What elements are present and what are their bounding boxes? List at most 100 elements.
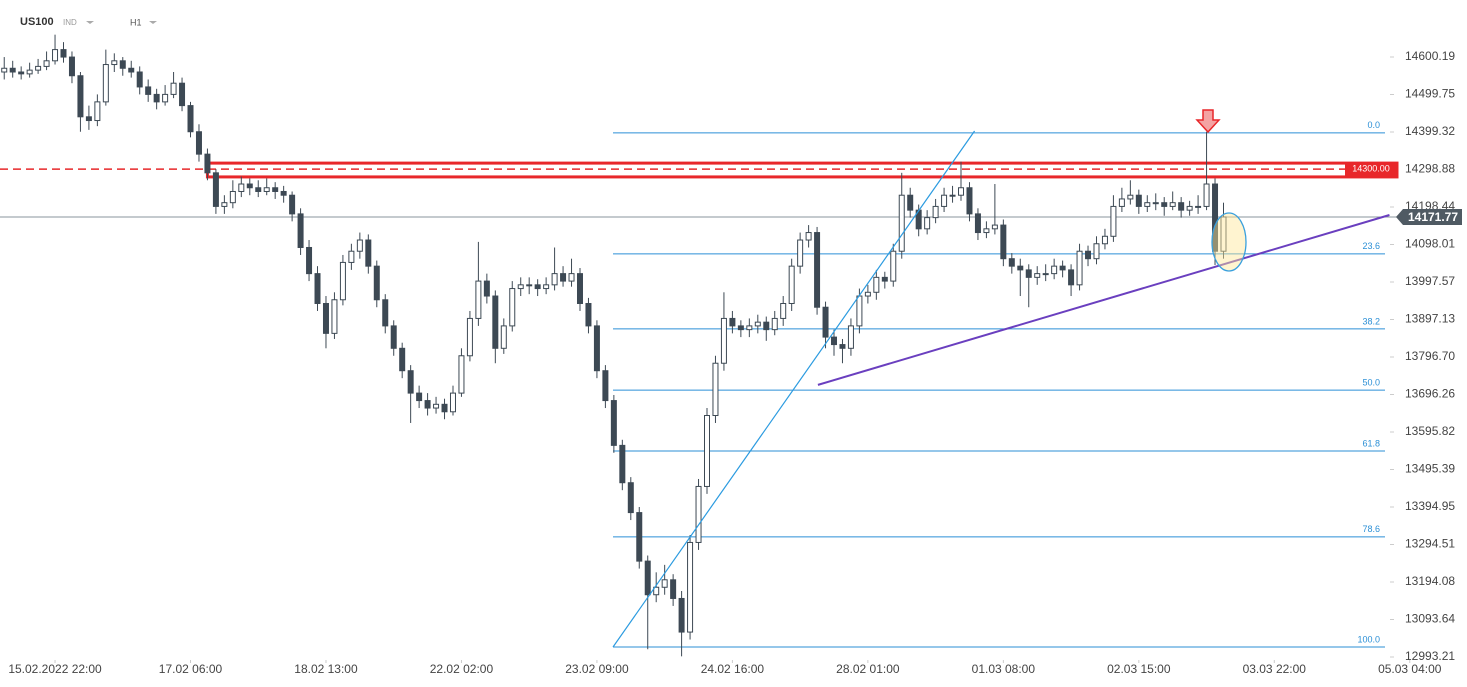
y-tick-label: 13696.26	[1405, 387, 1455, 401]
candle-body	[831, 336, 838, 346]
candle-body	[864, 291, 871, 297]
resistance-zone	[205, 161, 1399, 179]
candle-body	[737, 325, 744, 331]
candle-body	[720, 317, 727, 364]
candle-body	[43, 60, 50, 67]
candle-body	[1195, 205, 1202, 208]
candle-body	[1118, 198, 1125, 207]
candle-body	[1152, 202, 1159, 205]
candle-body	[839, 344, 846, 349]
candle-body	[433, 403, 440, 409]
candle-body	[509, 288, 516, 327]
candle-body	[1101, 235, 1108, 245]
candle-body	[102, 64, 109, 103]
x-tick-label: 05.03 04:00	[1378, 662, 1442, 676]
trend-line	[817, 214, 1390, 386]
candle-body	[373, 265, 380, 301]
y-tick-label: 13997.57	[1405, 274, 1455, 288]
candle-body	[958, 187, 965, 196]
candle-body	[204, 153, 211, 174]
candle-body	[500, 325, 507, 349]
x-tick-label: 03.03 22:00	[1243, 662, 1307, 676]
dropdown-caret[interactable]	[149, 21, 157, 24]
candle-body	[390, 325, 397, 349]
candle-body	[475, 280, 482, 319]
x-tick-label: 23.02 09:00	[565, 662, 629, 676]
trend-line	[612, 130, 976, 648]
candle-body	[763, 321, 770, 331]
candle-body	[1034, 273, 1041, 278]
candle-body	[898, 194, 905, 252]
candle-body	[179, 82, 186, 107]
candle-body	[365, 239, 372, 267]
candle-body	[246, 183, 253, 189]
candle-body	[568, 273, 575, 282]
candle-body	[526, 284, 533, 287]
candle-body	[704, 415, 710, 487]
x-tick-label: 28.02 01:00	[836, 662, 900, 676]
candle-body	[1110, 205, 1117, 237]
candle-body	[297, 213, 304, 248]
candle-body	[255, 187, 262, 192]
y-tick-label: 14499.75	[1405, 87, 1455, 101]
candle-body	[966, 187, 973, 215]
y-tick-label: 13796.70	[1405, 349, 1455, 363]
candle-body	[280, 190, 287, 196]
x-tick-label: 02.03 15:00	[1107, 662, 1171, 676]
candle-body	[1085, 250, 1092, 260]
candle-body	[187, 105, 194, 133]
candle-body	[458, 355, 465, 394]
candle-body	[60, 49, 67, 58]
candle-body	[289, 194, 296, 215]
candle-body	[585, 302, 592, 327]
candle-body	[924, 217, 931, 230]
candle-body	[322, 302, 329, 334]
candle-body	[212, 172, 219, 207]
timeframe[interactable]: H1	[130, 17, 142, 27]
candle-body	[653, 586, 660, 596]
y-tick-label: 14600.19	[1405, 49, 1455, 63]
candle-body	[35, 65, 42, 71]
fib-label: 78.6	[1362, 524, 1380, 534]
candle-body	[128, 67, 135, 73]
candle-body	[399, 347, 406, 372]
candle-body	[111, 60, 118, 66]
highlight-ellipse	[1211, 212, 1247, 272]
instrument-type: IND	[63, 18, 77, 27]
candle-body	[805, 232, 812, 241]
dropdown-caret[interactable]	[86, 21, 94, 24]
candle-body	[1135, 194, 1142, 207]
y-tick-label: 14399.32	[1405, 124, 1455, 138]
candle-body	[162, 93, 169, 103]
candle-body	[1017, 265, 1024, 271]
candle-body	[610, 400, 617, 446]
fib-label: 23.6	[1362, 241, 1380, 251]
candle-body	[407, 370, 414, 394]
x-tick-label: 17.02 06:00	[159, 662, 223, 676]
y-tick-label: 14298.88	[1405, 162, 1455, 176]
candle-body	[780, 302, 787, 319]
candle-body	[797, 239, 804, 267]
candle-body	[949, 194, 956, 197]
candle-body	[441, 403, 448, 413]
candle-body	[560, 273, 567, 282]
fib-label: 61.8	[1362, 438, 1380, 448]
candle-body	[974, 213, 981, 234]
candle-body	[483, 280, 490, 297]
candle-body	[195, 131, 202, 155]
candle-body	[678, 597, 685, 633]
candle-body	[788, 265, 795, 304]
candle-body	[754, 321, 761, 327]
candle-body	[1068, 269, 1075, 286]
symbol[interactable]: US100	[20, 16, 54, 28]
x-tick-label: 15.02.2022 22:00	[8, 662, 102, 676]
x-tick-label: 18.02 13:00	[294, 662, 358, 676]
candle-body	[1008, 258, 1015, 267]
candle-body	[26, 69, 33, 75]
y-tick-label: 13294.51	[1405, 537, 1455, 551]
candle-body	[1203, 183, 1210, 207]
candle-body	[712, 362, 719, 417]
candle-body	[576, 273, 583, 304]
candle-body	[619, 444, 626, 484]
y-tick-label: 13394.95	[1405, 499, 1455, 513]
